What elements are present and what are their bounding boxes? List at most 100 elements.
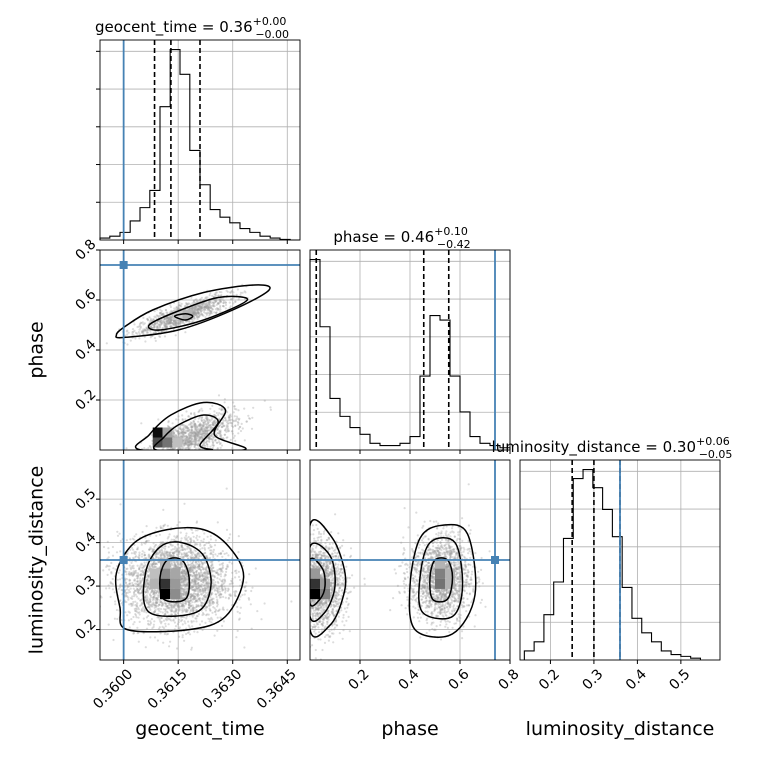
sample-point: [190, 429, 193, 432]
sample-point: [180, 604, 183, 608]
histogram-panel-phase: phase = 0.46+0.10 −0.42: [309, 225, 511, 454]
sample-point: [189, 438, 192, 441]
sample-point: [186, 438, 189, 441]
density-cell: [172, 437, 183, 448]
sample-point: [191, 585, 195, 589]
sample-point: [154, 596, 157, 599]
sample-point: [141, 330, 144, 333]
sample-point: [148, 548, 151, 551]
sample-point: [223, 429, 227, 432]
sample-point: [164, 610, 167, 613]
sample-point: [170, 607, 173, 610]
sample-point: [183, 566, 186, 569]
sample-point: [204, 572, 207, 575]
sample-point: [189, 431, 192, 434]
sample-point: [200, 436, 203, 439]
sample-point: [248, 598, 251, 601]
sample-point: [195, 438, 198, 441]
sample-point: [220, 408, 224, 411]
sample-point: [143, 329, 146, 332]
sample-point: [159, 311, 162, 314]
sample-point: [194, 556, 197, 559]
sample-point: [229, 305, 232, 308]
sample-point: [114, 600, 117, 603]
sample-point: [187, 445, 190, 448]
sample-point: [197, 571, 201, 575]
sample-point: [199, 585, 202, 588]
sample-point: [178, 321, 182, 325]
sample-point: [210, 560, 213, 563]
sample-point: [243, 290, 246, 293]
sample-point: [205, 606, 208, 610]
sample-point: [173, 550, 176, 554]
sample-point: [221, 562, 225, 565]
sample-point: [229, 594, 232, 597]
sample-point: [162, 524, 165, 527]
sample-point: [201, 432, 205, 435]
sample-point: [133, 573, 136, 576]
sample-point: [191, 581, 194, 584]
sample-point: [192, 317, 196, 320]
sample-point: [190, 609, 193, 612]
sample-point: [159, 311, 162, 315]
sample-point: [213, 584, 216, 588]
sample-point: [163, 322, 166, 325]
sample-point: [171, 454, 173, 456]
sample-point: [207, 578, 210, 581]
sample-point: [194, 573, 197, 576]
sample-point: [196, 434, 199, 437]
sample-point: [232, 401, 235, 404]
sample-point: [163, 326, 166, 329]
sample-point: [226, 589, 229, 593]
sample-point: [168, 321, 171, 324]
sample-point: [216, 307, 220, 310]
sample-point: [234, 419, 237, 423]
sample-point: [171, 447, 174, 450]
sample-point: [206, 429, 209, 432]
sample-point: [198, 598, 201, 602]
sample-point: [159, 601, 162, 604]
sample-point: [202, 421, 205, 425]
sample-point: [182, 442, 185, 445]
sample-point: [197, 431, 200, 434]
sample-point: [181, 414, 184, 417]
sample-point: [234, 576, 237, 579]
sample-point: [198, 416, 202, 419]
sample-point: [187, 320, 191, 323]
sample-point: [97, 589, 99, 591]
sample-point: [184, 600, 187, 603]
sample-point: [194, 431, 197, 434]
sample-point: [193, 438, 197, 441]
sample-point: [195, 309, 198, 312]
sample-point: [180, 305, 183, 308]
sample-point: [139, 580, 142, 583]
sample-point: [138, 568, 141, 571]
sample-point: [192, 440, 195, 443]
sample-point: [173, 464, 175, 466]
sample-point: [162, 467, 164, 469]
sample-point: [179, 563, 182, 566]
sample-point: [224, 588, 227, 591]
sample-point: [176, 554, 179, 557]
sample-point: [195, 573, 198, 576]
sample-point: [193, 557, 196, 560]
sample-point: [190, 595, 193, 598]
sample-point: [227, 596, 230, 599]
sample-point: [167, 318, 170, 321]
sample-point: [138, 553, 141, 556]
sample-point: [140, 322, 143, 325]
sample-point: [160, 309, 163, 313]
sample-point: [140, 566, 143, 569]
sample-point: [162, 319, 166, 322]
sample-point: [181, 584, 184, 587]
sample-point: [212, 420, 215, 423]
sample-point: [196, 453, 198, 455]
panel-title: geocent_time = 0.36+0.00 −0.00: [95, 15, 289, 41]
sample-point: [138, 584, 141, 587]
sample-point: [223, 416, 227, 419]
sample-point: [219, 616, 222, 619]
sample-point: [184, 573, 188, 576]
sample-point: [131, 602, 134, 605]
sample-point: [166, 604, 169, 608]
sample-point: [159, 600, 162, 603]
